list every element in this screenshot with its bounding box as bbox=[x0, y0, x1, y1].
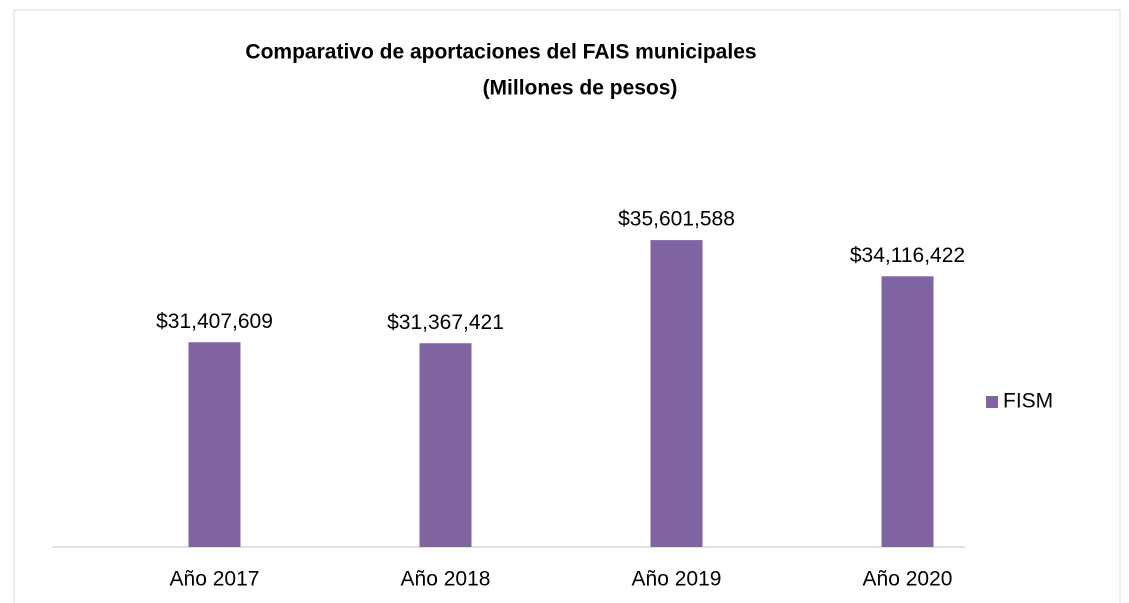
data-label: $31,407,609 bbox=[156, 310, 273, 333]
legend-label: FISM bbox=[1003, 390, 1053, 413]
x-tick-label: Año 2019 bbox=[632, 568, 722, 591]
bar bbox=[881, 276, 934, 547]
bar bbox=[419, 343, 472, 547]
chart-title: Comparativo de aportaciones del FAIS mun… bbox=[245, 41, 756, 64]
legend-swatch bbox=[986, 396, 998, 408]
bar bbox=[188, 342, 241, 547]
bar bbox=[650, 240, 703, 548]
data-label: $35,601,588 bbox=[618, 208, 735, 231]
data-label: $34,116,422 bbox=[850, 244, 965, 267]
x-tick-label: Año 2020 bbox=[863, 568, 953, 591]
data-label: $31,367,421 bbox=[387, 311, 504, 334]
x-tick-label: Año 2018 bbox=[401, 568, 491, 591]
chart-border bbox=[13, 9, 1121, 603]
x-tick-label: Año 2017 bbox=[170, 568, 260, 591]
chart-subtitle: (Millones de pesos) bbox=[483, 77, 678, 100]
